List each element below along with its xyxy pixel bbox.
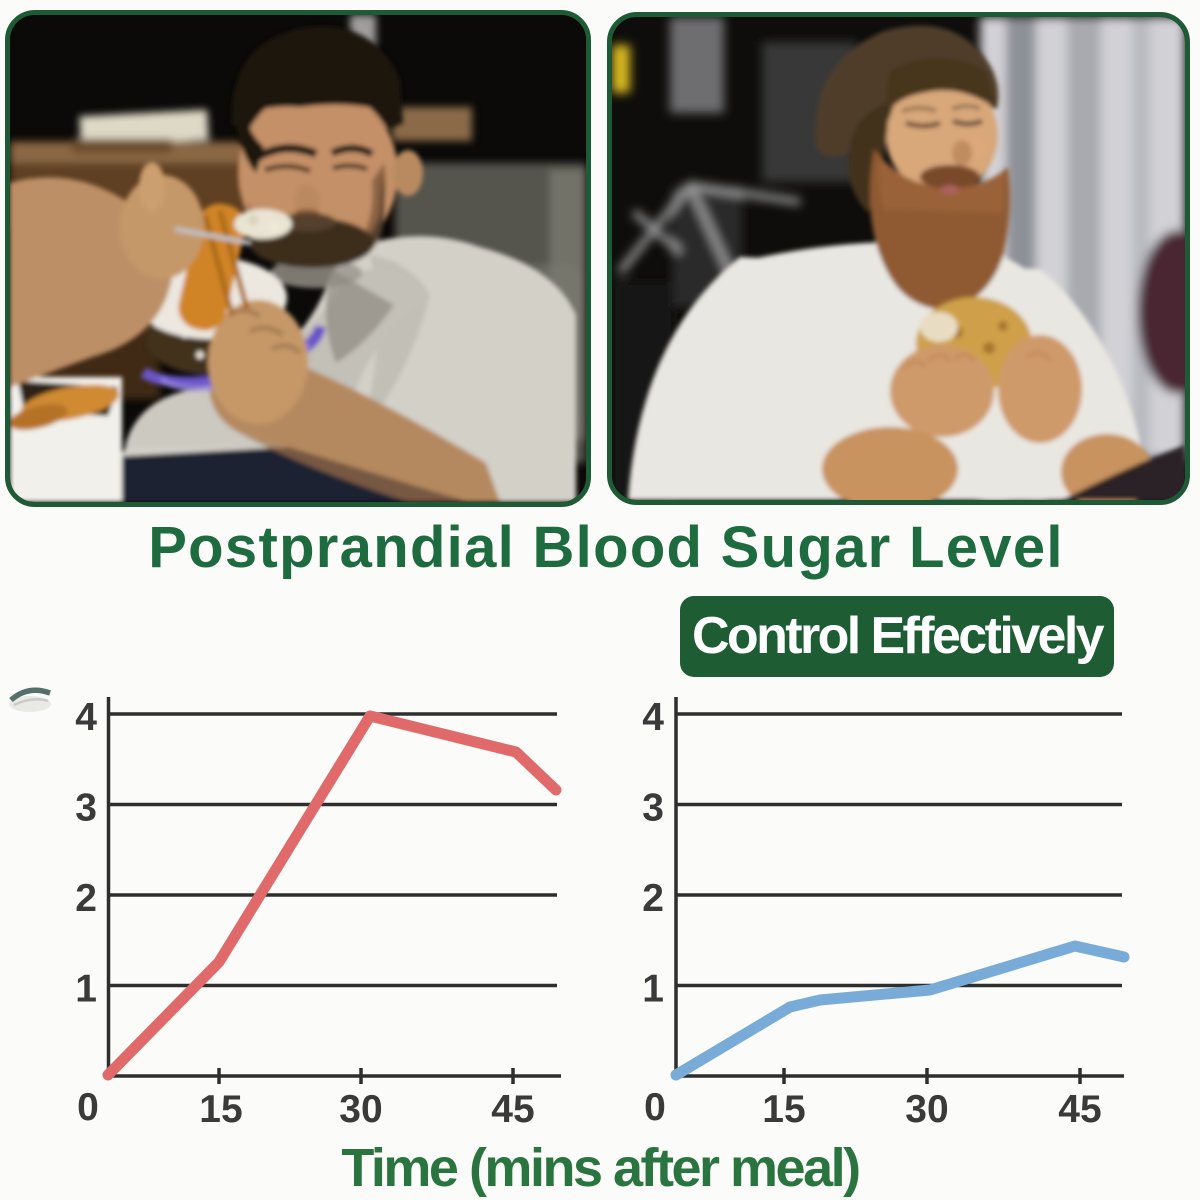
svg-text:45: 45 — [491, 1088, 534, 1131]
svg-text:1: 1 — [75, 968, 97, 1011]
svg-text:0: 0 — [644, 1086, 666, 1129]
svg-text:1: 1 — [642, 968, 664, 1011]
svg-text:2: 2 — [642, 877, 664, 920]
svg-text:3: 3 — [642, 787, 664, 830]
svg-text:0: 0 — [77, 1086, 99, 1129]
svg-text:30: 30 — [339, 1088, 382, 1131]
svg-text:15: 15 — [199, 1088, 242, 1131]
svg-text:4: 4 — [75, 696, 97, 739]
svg-text:30: 30 — [905, 1088, 948, 1131]
svg-text:3: 3 — [75, 787, 97, 830]
svg-text:45: 45 — [1058, 1088, 1101, 1131]
svg-text:15: 15 — [762, 1088, 805, 1131]
svg-text:2: 2 — [75, 877, 97, 920]
svg-text:4: 4 — [642, 696, 664, 739]
